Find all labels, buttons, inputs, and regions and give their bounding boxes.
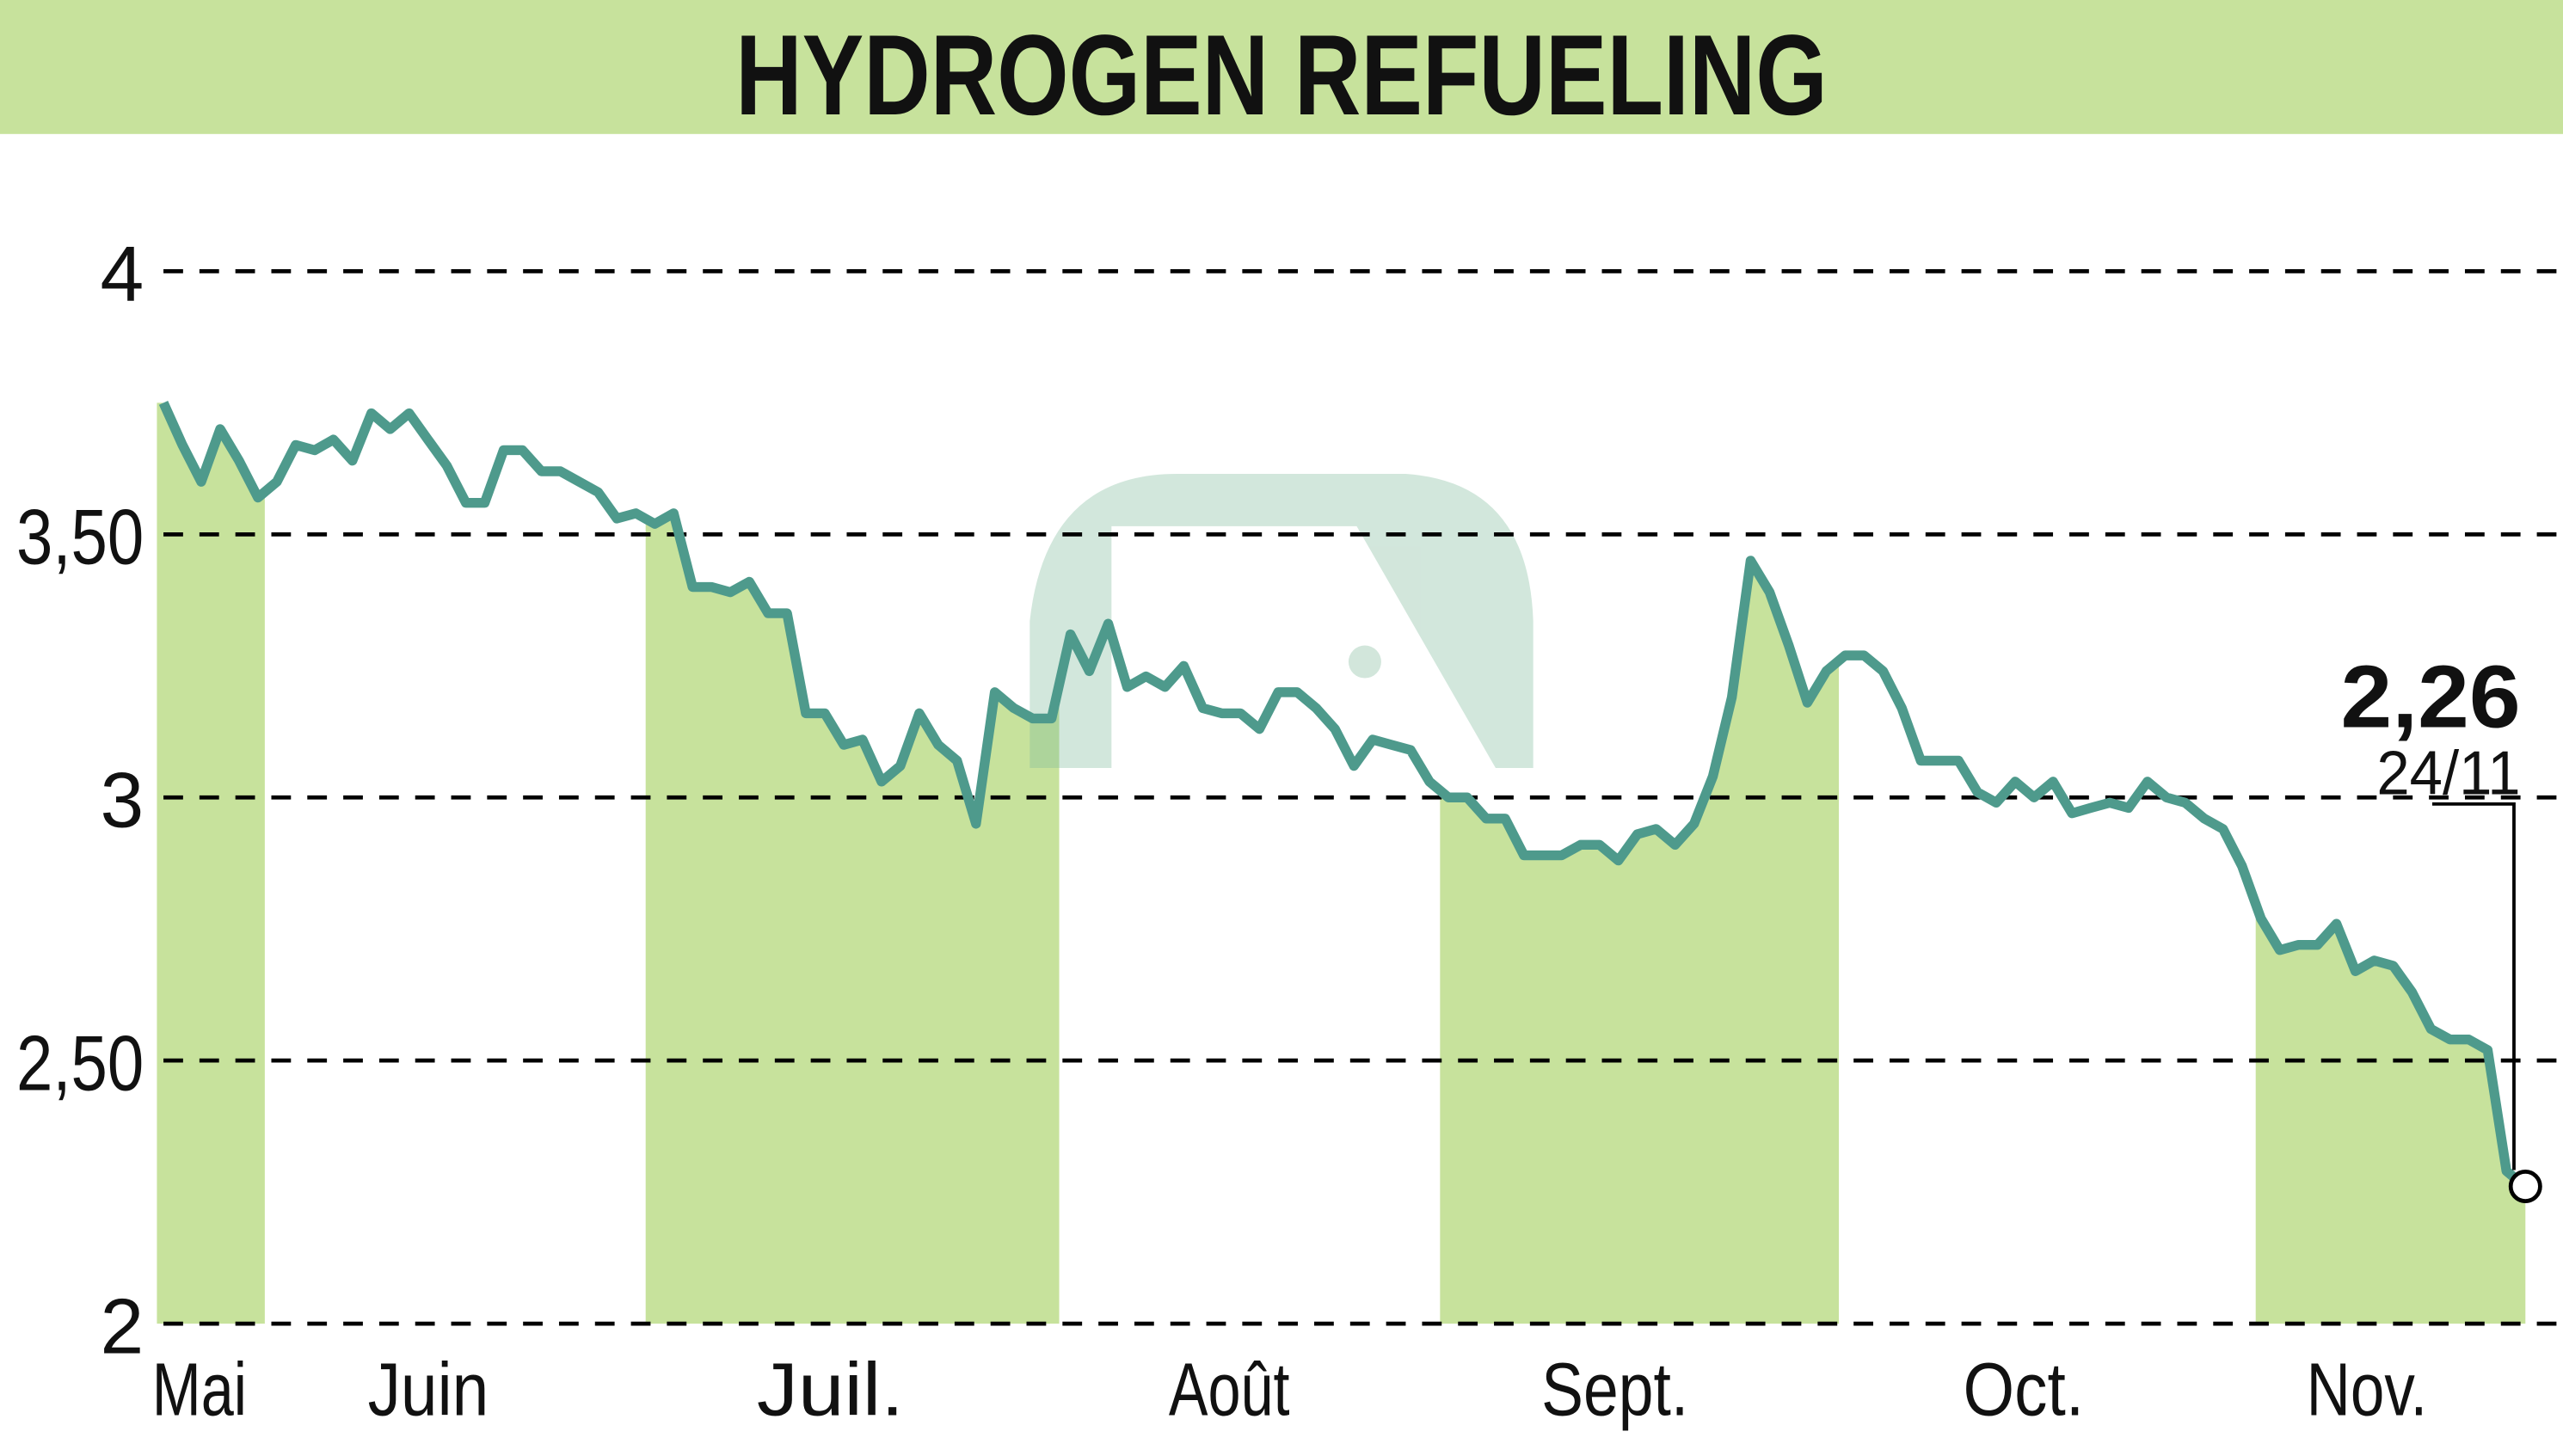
x-tick-label: Oct. (1964, 1348, 2085, 1432)
x-tick-label: Mai (152, 1348, 247, 1432)
x-axis-labels: Mai Juin Juil. Août Sept. Oct. Nov. (152, 1348, 2428, 1432)
month-band-nov (2255, 904, 2526, 1324)
y-tick-label: 3,50 (16, 494, 144, 581)
y-tick-label: 3 (101, 756, 144, 844)
month-band-mai (157, 402, 265, 1324)
header-bar (0, 0, 2563, 134)
last-date-label: 24/11 (2376, 739, 2520, 808)
last-point-marker (2508, 1170, 2542, 1203)
chart-title: HYDROGEN REFUELING (735, 12, 1828, 139)
callout-line (2431, 802, 2516, 1170)
y-tick-label: 4 (101, 230, 144, 318)
x-tick-label: Sept. (1541, 1348, 1688, 1432)
x-tick-label: Juil. (757, 1348, 904, 1432)
y-tick-label: 2,50 (16, 1019, 144, 1107)
month-bands (157, 402, 2526, 1324)
month-band-sept (1440, 560, 1840, 1324)
x-tick-label: Juin (368, 1348, 489, 1432)
y-axis-labels: 4 3,50 3 2,50 2 (16, 230, 144, 1371)
x-tick-label: Nov. (2307, 1348, 2428, 1432)
watermark-logo (1030, 474, 1533, 769)
grid-lines (163, 269, 2563, 1326)
x-tick-label: Août (1169, 1348, 1290, 1432)
last-value-label: 2,26 (2341, 648, 2521, 746)
price-line (158, 401, 2529, 1191)
month-band-juil (645, 513, 1060, 1324)
y-tick-label: 2 (101, 1282, 144, 1370)
